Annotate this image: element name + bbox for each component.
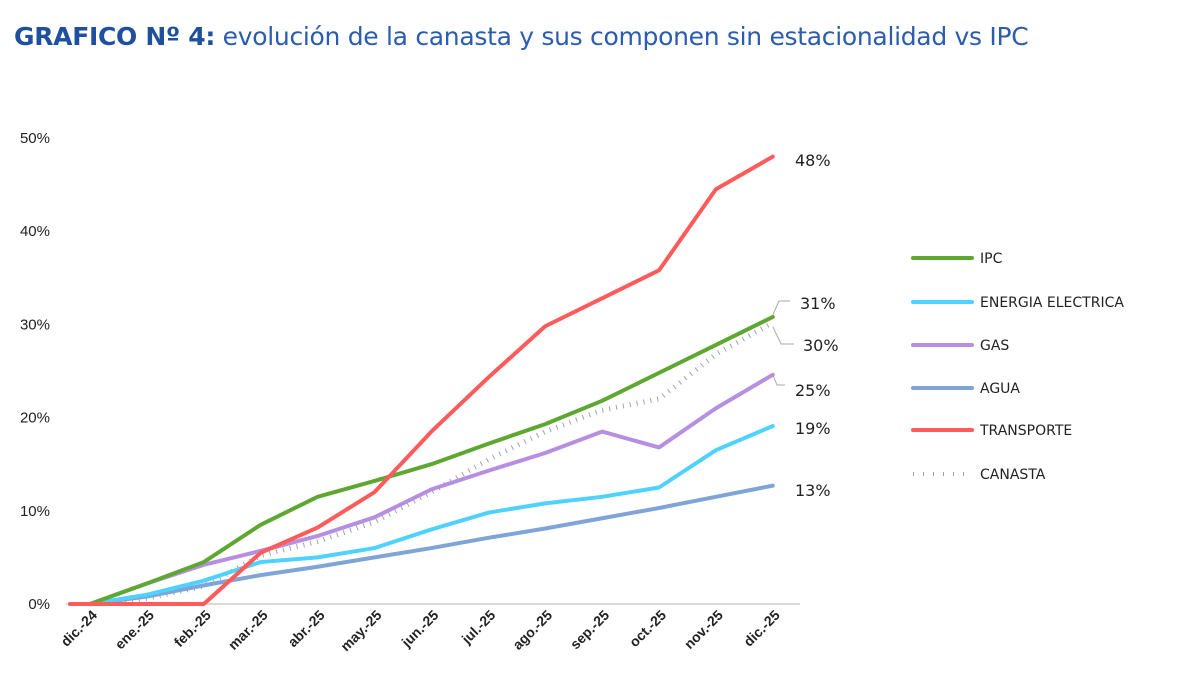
legend-label: CANASTA: [980, 467, 1046, 483]
end-value-label: 13%: [795, 481, 831, 500]
leader-line: [772, 300, 790, 316]
y-tick-label: 30%: [20, 316, 50, 333]
x-tick-label: sep.-25: [567, 607, 613, 653]
x-tick-label: ene.-25: [112, 607, 158, 653]
chart-title: GRAFICO Nº 4: evolución de la canasta y …: [14, 22, 1029, 51]
y-tick-label: 0%: [28, 596, 50, 613]
end-value-label: 30%: [803, 336, 839, 355]
end-value-label: 19%: [795, 419, 831, 438]
leader-line: [772, 326, 794, 345]
x-tick-label: may.-25: [337, 607, 385, 655]
y-tick-label: 10%: [20, 503, 50, 520]
x-tick-label: dic.-24: [57, 607, 100, 650]
legend-label: ENERGIA ELECTRICA: [980, 295, 1124, 311]
chart-title-text: evolución de la canasta y sus componen s…: [215, 22, 1029, 51]
end-value-label: 25%: [795, 381, 831, 400]
x-tick-label: mar.-25: [225, 607, 271, 653]
chart-title-bold: GRAFICO Nº 4:: [14, 22, 216, 51]
x-tick-label: ago.-25: [509, 607, 555, 653]
x-tick-label: jul.-25: [458, 607, 499, 648]
x-tick-label: oct.-25: [626, 607, 669, 650]
leader-line: [772, 374, 785, 386]
y-tick-label: 40%: [20, 223, 50, 240]
series-line-transporte: [68, 154, 775, 606]
x-tick-label: dic.-25: [740, 607, 783, 650]
y-tick-label: 50%: [20, 130, 50, 147]
series-line-ipc: [88, 314, 775, 606]
x-tick-label: jun.-25: [398, 607, 442, 651]
end-value-label: 48%: [795, 151, 831, 170]
y-tick-label: 20%: [20, 410, 50, 427]
x-tick-label: feb.-25: [171, 607, 214, 650]
x-tick-label: nov.-25: [681, 607, 726, 652]
legend-label: GAS: [980, 338, 1009, 354]
legend-label: IPC: [980, 251, 1003, 267]
legend-label: AGUA: [980, 381, 1020, 397]
series-line-agua: [88, 483, 775, 606]
legend-label: TRANSPORTE: [979, 423, 1072, 439]
series-line-energia-electrica: [88, 423, 775, 606]
end-value-label: 31%: [800, 294, 836, 313]
x-tick-label: abr.-25: [284, 607, 327, 650]
